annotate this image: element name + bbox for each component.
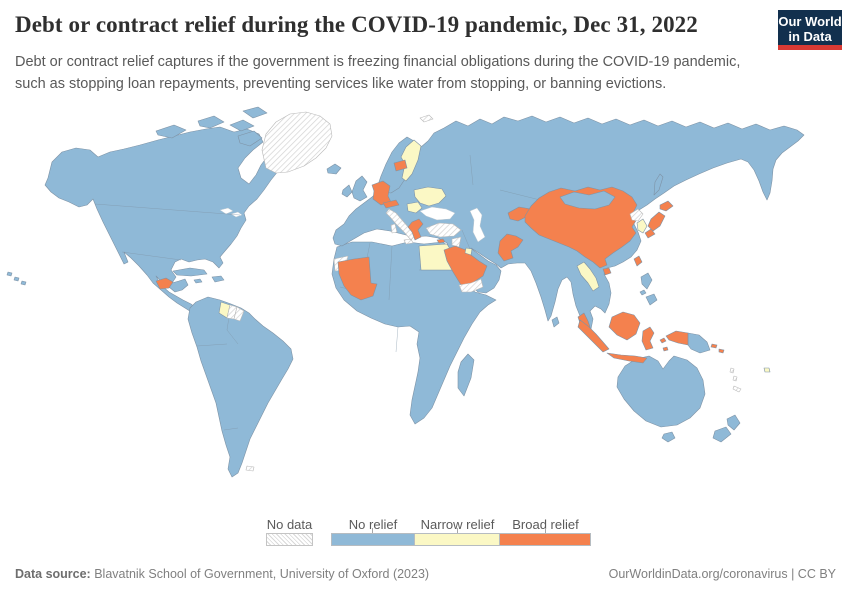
map-region-iceland[interactable] [326, 163, 342, 175]
page-subtitle: Debt or contract relief captures if the … [15, 54, 741, 93]
map-region-greenland[interactable] [261, 111, 333, 174]
map-region-new-zealand[interactable] [712, 414, 741, 443]
map-region-papua-new-guinea[interactable] [687, 332, 711, 354]
map-region-sri-lanka[interactable] [551, 316, 560, 328]
map-region-romania[interactable] [406, 201, 423, 214]
map-region-cuba[interactable] [172, 267, 208, 277]
legend-tick-broad-relief [545, 528, 546, 533]
map-region-china[interactable] [524, 186, 638, 269]
legend-swatch-no-relief[interactable] [331, 533, 416, 546]
legend-label-no-relief: No relief [348, 517, 398, 532]
map-region-syria[interactable] [451, 236, 462, 248]
legend-swatch-no-data[interactable] [266, 533, 313, 546]
map-region-new-caledonia[interactable] [732, 385, 742, 393]
map-region-south-america[interactable] [187, 296, 294, 478]
owid-logo[interactable]: Our World in Data [778, 10, 842, 50]
map-region-kuwait[interactable] [464, 247, 473, 256]
map-region-sakhalin[interactable] [653, 173, 664, 196]
map-region-philippines[interactable] [639, 272, 658, 306]
map-region-ukraine[interactable] [413, 186, 447, 207]
map-region-australia[interactable] [616, 355, 706, 443]
caspian-sea [469, 207, 486, 243]
map-region-pakistan[interactable] [497, 233, 524, 262]
map-region-madagascar[interactable] [457, 353, 475, 397]
map-region-cyprus[interactable] [436, 238, 446, 244]
data-source: Data source: Blavatnik School of Governm… [15, 567, 429, 581]
map-region-united-kingdom[interactable] [351, 175, 368, 202]
data-source-label: Data source: [15, 567, 91, 581]
page-title: Debt or contract relief during the COVID… [15, 12, 698, 37]
legend-swatch-broad-relief[interactable] [499, 533, 591, 546]
map-region-laos[interactable] [576, 261, 600, 292]
map-region-svalbard[interactable] [419, 114, 434, 123]
map-region-turkey[interactable] [425, 222, 462, 238]
map-region-yemen[interactable] [458, 278, 484, 293]
map-region-italy[interactable] [385, 208, 416, 245]
footer-link[interactable]: OurWorldinData.org/coronavirus | CC BY [608, 567, 836, 581]
map-region-austria[interactable] [382, 199, 400, 209]
map-region-hawaii[interactable] [6, 271, 27, 286]
legend-tick-no-relief [372, 528, 373, 533]
map-region-falkland-islands[interactable] [245, 465, 255, 472]
black-sea [419, 206, 456, 221]
legend-swatch-narrow-relief[interactable] [414, 533, 500, 546]
map-region-solomon-islands[interactable] [710, 343, 725, 354]
map-region-honduras[interactable] [155, 277, 174, 290]
map-region-south-korea[interactable] [636, 218, 648, 234]
map-region-fiji[interactable] [763, 367, 771, 373]
map-region-canadian-arctic[interactable] [155, 106, 268, 147]
map-region-hispaniola[interactable] [211, 275, 225, 283]
map-region-indonesia[interactable] [577, 311, 689, 364]
map-region-hainan[interactable] [602, 267, 612, 276]
map-region-french-guiana[interactable] [233, 306, 245, 322]
legend-no-data-label: No data [266, 517, 313, 532]
map-region-north-korea[interactable] [629, 208, 644, 222]
map-region-japan[interactable] [644, 200, 674, 239]
legend-tick-narrow-relief [457, 528, 458, 533]
map-region-ireland[interactable] [341, 184, 353, 198]
owid-logo-line1: Our World [778, 14, 842, 29]
map-region-mali[interactable] [337, 256, 378, 301]
map-region-greece[interactable] [407, 218, 424, 241]
map-region-jamaica[interactable] [193, 278, 203, 284]
map-region-taiwan[interactable] [633, 255, 643, 267]
map-region-mongolia[interactable] [559, 190, 616, 210]
owid-logo-line2: in Data [788, 29, 832, 45]
legend-label-narrow-relief: Narrow relief [420, 517, 495, 532]
map-region-lithuania[interactable] [393, 159, 408, 172]
map-region-saudi-arabia[interactable] [443, 245, 488, 286]
map-region-vanuatu[interactable] [729, 367, 738, 382]
legend-label-broad-relief: Broad relief [512, 517, 579, 532]
data-source-text: Blavatnik School of Government, Universi… [90, 567, 430, 581]
